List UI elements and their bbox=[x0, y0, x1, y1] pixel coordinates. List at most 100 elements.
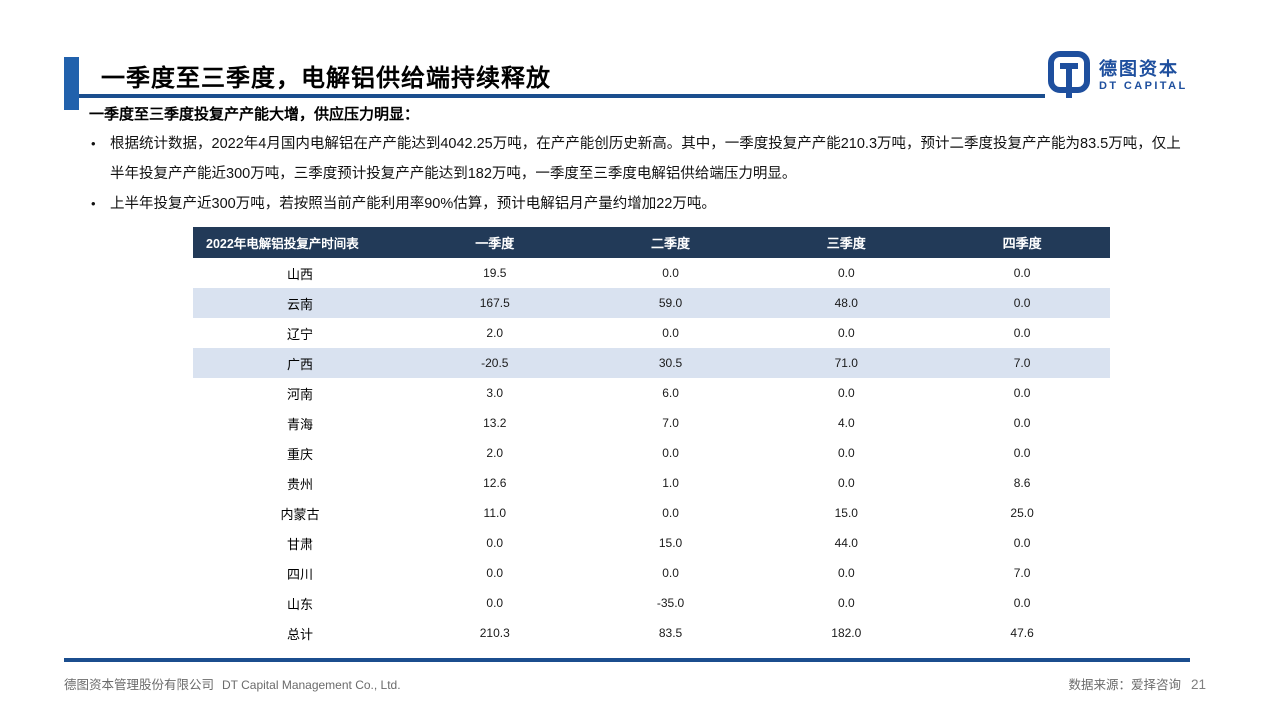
value-cell: 0.0 bbox=[837, 386, 855, 400]
value-cell: 59.0 bbox=[658, 296, 683, 310]
value-cell: 0.0 bbox=[837, 476, 855, 490]
title-accent-bar bbox=[64, 57, 79, 110]
bullet-list: • 根据统计数据，2022年4月国内电解铝在产产能达到4042.25万吨，在产产能… bbox=[91, 129, 1194, 219]
footer-meta: 数据来源：爱择咨询 21 bbox=[1068, 674, 1206, 693]
value-cell: 0.0 bbox=[486, 566, 504, 580]
value-cell: 6.0 bbox=[662, 386, 679, 400]
region-cell: 总计 bbox=[286, 626, 313, 642]
logo-company-cn: 德图资本 bbox=[1099, 58, 1179, 79]
table-header: 2022年电解铝投复产时间表 一季度 二季度 三季度 四季度 bbox=[193, 227, 1110, 258]
value-cell: 13.2 bbox=[483, 416, 507, 430]
column-header: 二季度 bbox=[582, 227, 759, 258]
value-cell: 182.0 bbox=[831, 626, 862, 640]
value-cell: 7.0 bbox=[1013, 566, 1031, 580]
region-cell: 四川 bbox=[286, 566, 313, 582]
value-cell: 8.6 bbox=[1013, 476, 1031, 490]
table-row: 重庆 2.0 0.0 0.0 0.0 bbox=[193, 438, 1110, 468]
table-row: 山东 0.0 -35.0 0.0 0.0 bbox=[193, 588, 1110, 618]
logo-company-en: DT CAPITAL bbox=[1099, 79, 1188, 92]
value-cell: 0.0 bbox=[1013, 596, 1031, 610]
column-header: 一季度 bbox=[406, 227, 583, 258]
table-row: 广西 -20.5 30.5 71.0 7.0 bbox=[193, 348, 1110, 378]
section-lead: 一季度至三季度投复产产能大增，供应压力明显： bbox=[89, 106, 420, 123]
value-cell: 0.0 bbox=[837, 266, 855, 280]
logo-wordmark: 德图资本 DT CAPITAL bbox=[1099, 58, 1188, 92]
page-title: 一季度至三季度，电解铝供给端持续释放 bbox=[101, 65, 551, 92]
value-cell: 12.6 bbox=[483, 476, 507, 490]
value-cell: 25.0 bbox=[1010, 506, 1034, 520]
value-cell: 7.0 bbox=[1013, 356, 1031, 370]
company-logo: 德图资本 DT CAPITAL bbox=[1048, 51, 1188, 101]
region-cell: 青海 bbox=[286, 416, 313, 432]
value-cell: 4.0 bbox=[837, 416, 855, 430]
value-cell: 0.0 bbox=[1013, 446, 1031, 460]
value-cell: 71.0 bbox=[834, 356, 858, 370]
region-cell: 山东 bbox=[286, 596, 313, 612]
footer-company: 德图资本管理股份有限公司 DT Capital Management Co., L… bbox=[64, 674, 401, 693]
value-cell: 0.0 bbox=[486, 596, 504, 610]
value-cell: 2.0 bbox=[486, 446, 504, 460]
bullet-text: 根据统计数据，2022年4月国内电解铝在产产能达到4042.25万吨，在产产能创… bbox=[110, 136, 1181, 182]
value-cell: 44.0 bbox=[834, 536, 858, 550]
column-header: 四季度 bbox=[934, 227, 1110, 258]
region-cell: 贵州 bbox=[286, 476, 313, 492]
value-cell: 15.0 bbox=[834, 506, 858, 520]
value-cell: 0.0 bbox=[837, 326, 855, 340]
table-row: 云南 167.5 59.0 48.0 0.0 bbox=[193, 288, 1110, 318]
table-row: 河南 3.0 6.0 0.0 0.0 bbox=[193, 378, 1110, 408]
bullet-text: 上半年投复产近300万吨，若按照当前产能利用率90%估算，预计电解铝月产量约增加… bbox=[110, 196, 716, 212]
bullet-marker: • bbox=[91, 136, 96, 151]
value-cell: 0.0 bbox=[1013, 326, 1031, 340]
value-cell: 167.5 bbox=[479, 296, 510, 310]
dt-monogram-icon bbox=[1048, 51, 1090, 101]
region-cell: 辽宁 bbox=[286, 326, 313, 342]
region-cell: 山西 bbox=[286, 266, 313, 282]
value-cell: 2.0 bbox=[486, 326, 504, 340]
value-cell: 0.0 bbox=[1013, 536, 1031, 550]
value-cell: -35.0 bbox=[656, 596, 685, 610]
bullet-item: • 根据统计数据，2022年4月国内电解铝在产产能达到4042.25万吨，在产产能… bbox=[91, 129, 1194, 189]
region-cell: 重庆 bbox=[286, 446, 313, 462]
value-cell: 19.5 bbox=[483, 266, 507, 280]
region-cell: 甘肃 bbox=[286, 536, 313, 552]
value-cell: 11.0 bbox=[483, 506, 506, 520]
value-cell: 0.0 bbox=[662, 266, 679, 280]
table-row: 甘肃 0.0 15.0 44.0 0.0 bbox=[193, 528, 1110, 558]
table-row: 四川 0.0 0.0 0.0 7.0 bbox=[193, 558, 1110, 588]
region-cell: 云南 bbox=[286, 296, 313, 312]
value-cell: 0.0 bbox=[837, 596, 855, 610]
capacity-table: 2022年电解铝投复产时间表 一季度 二季度 三季度 四季度 山西 19.5 0.0 0.0… bbox=[193, 227, 1110, 648]
page-number: 21 bbox=[1190, 677, 1206, 692]
value-cell: 7.0 bbox=[662, 416, 679, 430]
footer-divider bbox=[64, 658, 1190, 662]
bullet-marker: • bbox=[91, 196, 96, 211]
value-cell: 0.0 bbox=[1013, 416, 1031, 430]
bullet-item: • 上半年投复产近300万吨，若按照当前产能利用率90%估算，预计电解铝月产量约增… bbox=[91, 189, 1194, 219]
value-cell: 0.0 bbox=[662, 326, 679, 340]
region-cell: 广西 bbox=[286, 356, 313, 372]
footer-company-cn: 德图资本管理股份有限公司 bbox=[64, 678, 215, 692]
value-cell: 0.0 bbox=[1013, 296, 1031, 310]
value-cell: 0.0 bbox=[837, 446, 855, 460]
value-cell: 0.0 bbox=[662, 506, 679, 520]
value-cell: 0.0 bbox=[662, 446, 679, 460]
column-header: 三季度 bbox=[758, 227, 935, 258]
value-cell: 47.6 bbox=[1010, 626, 1034, 640]
table-row: 总计 210.3 83.5 182.0 47.6 bbox=[193, 618, 1110, 648]
table-row: 辽宁 2.0 0.0 0.0 0.0 bbox=[193, 318, 1110, 348]
table-row: 贵州 12.6 1.0 0.0 8.6 bbox=[193, 468, 1110, 498]
data-source-label: 数据来源：爱择咨询 bbox=[1068, 678, 1181, 692]
value-cell: 0.0 bbox=[1013, 266, 1031, 280]
value-cell: 0.0 bbox=[1013, 386, 1031, 400]
table-row: 内蒙古 11.0 0.0 15.0 25.0 bbox=[193, 498, 1110, 528]
value-cell: -20.5 bbox=[481, 356, 509, 370]
table-body: 山西 19.5 0.0 0.0 0.0 云南 167.5 59.0 48.0 0.0 辽宁 2.0 0.… bbox=[193, 258, 1110, 648]
value-cell: 48.0 bbox=[834, 296, 858, 310]
value-cell: 210.3 bbox=[479, 626, 510, 640]
table-row: 山西 19.5 0.0 0.0 0.0 bbox=[193, 258, 1110, 288]
title-underline bbox=[79, 94, 1045, 98]
value-cell: 0.0 bbox=[837, 566, 855, 580]
footer: 德图资本管理股份有限公司 DT Capital Management Co., L… bbox=[64, 674, 1206, 693]
value-cell: 3.0 bbox=[486, 386, 504, 400]
region-cell: 内蒙古 bbox=[280, 506, 320, 522]
